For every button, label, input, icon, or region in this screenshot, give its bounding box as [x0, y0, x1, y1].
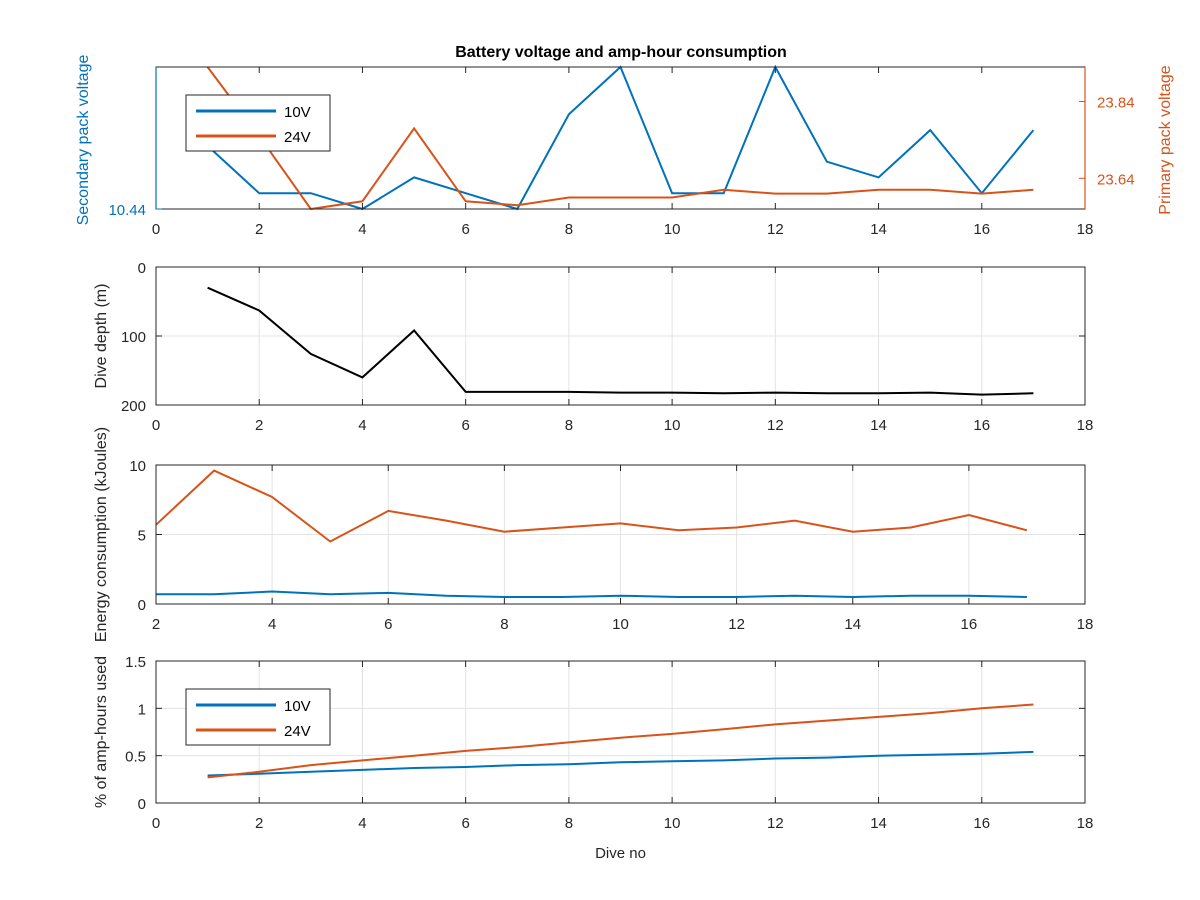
- x-tick-label: 8: [565, 815, 573, 832]
- x-tick-label: 12: [767, 221, 784, 238]
- x-tick-label: 10: [664, 417, 681, 434]
- x-tick-label: 18: [1077, 417, 1094, 434]
- y-tick-label-right: 23.64: [1097, 171, 1135, 188]
- y-tick-label: 5: [138, 528, 146, 545]
- x-tick-label: 2: [152, 616, 160, 633]
- x-tick-label: 4: [358, 221, 366, 238]
- x-tick-label: 18: [1077, 815, 1094, 832]
- x-tick-label: 8: [565, 417, 573, 434]
- series-line-10v: [207, 750, 1034, 777]
- x-tick-label: 14: [870, 417, 887, 434]
- chart-panels: 0 2 4 6 8 10 12 14 16 1810.4423.8423.64Secondary …: [75, 55, 1174, 862]
- legend-box: [185, 94, 331, 152]
- series-line-1: [207, 286, 1034, 396]
- x-tick-label: 8: [500, 616, 508, 633]
- y-axis-label: Dive depth (m): [93, 284, 110, 389]
- y-axis-label: Energy consumption (kJoules): [93, 427, 110, 642]
- x-tick-label: 4: [358, 417, 366, 434]
- series-line-1: [156, 590, 1027, 599]
- x-tick-label: 2: [255, 221, 263, 238]
- chart-panel-1: 0 2 4 6 8 10 12 14 16 18 10.44 23.84 23.64 Secondary …: [75, 55, 1174, 238]
- x-tick-label: 6: [461, 221, 469, 238]
- x-tick-label: 14: [844, 616, 861, 633]
- x-tick-label: 10: [664, 221, 681, 238]
- legend-label: 10V: [284, 104, 311, 121]
- series-group: [207, 286, 1034, 396]
- series-line-24v: [206, 66, 1034, 211]
- y-tick-label: 0: [138, 260, 146, 277]
- y-tick-label: 0: [138, 796, 146, 813]
- y-tick-label-right: 23.84: [1097, 95, 1135, 112]
- x-tick-label: 10: [612, 616, 629, 633]
- x-tick-label: 4: [268, 616, 276, 633]
- x-tick-label: 0: [152, 221, 160, 238]
- x-tick-label: 6: [461, 815, 469, 832]
- y-tick-label: 200: [121, 398, 146, 415]
- y-tick-label: 1.5: [125, 654, 146, 671]
- x-tick-label: 4: [358, 815, 366, 832]
- y-tick-label: 10: [129, 458, 146, 475]
- x-tick-label: 2: [255, 815, 263, 832]
- legend-box: [185, 688, 331, 746]
- chart-panel-2: 0 2 4 6 8 10 12 14 16 18 0 100 200 Dive depth (m): [93, 260, 1093, 434]
- chart-panel-3: 2 4 6 8 10 12 14 16 18 0 5 10 Energy consumption (kJ…: [93, 427, 1093, 642]
- x-tick-label: 14: [870, 221, 887, 238]
- y-tick-label: 1: [138, 701, 146, 718]
- x-tick-label: 6: [384, 616, 392, 633]
- x-tick-label: 16: [973, 221, 990, 238]
- x-tick-label: 2: [255, 417, 263, 434]
- y-tick-label: 100: [121, 329, 146, 346]
- x-tick-label: 10: [664, 815, 681, 832]
- x-tick-label: 0: [152, 815, 160, 832]
- y-tick-label: 0: [138, 597, 146, 614]
- x-tick-label: 18: [1077, 221, 1094, 238]
- y-axis-label-right: Primary pack voltage: [1157, 65, 1174, 214]
- chart-panel-4: 0 2 4 6 8 10 12 14 16 18 0 0.5 1 1.5 % of amp-hours us…: [93, 654, 1093, 862]
- series-line-2: [155, 469, 1028, 543]
- x-tick-label: 6: [461, 417, 469, 434]
- x-tick-label: 12: [728, 616, 745, 633]
- x-tick-label: 16: [973, 417, 990, 434]
- y-tick-label-left: 10.44: [108, 202, 146, 219]
- legend-label: 24V: [284, 129, 311, 146]
- x-tick-label: 12: [767, 417, 784, 434]
- x-tick-label: 8: [565, 221, 573, 238]
- series-line-24v: [207, 703, 1034, 779]
- axes-box: [155, 660, 1086, 804]
- y-axis-label-left: Secondary pack voltage: [75, 55, 92, 226]
- y-axis-label: % of amp-hours used: [93, 656, 110, 808]
- x-tick-label: 14: [870, 815, 887, 832]
- x-axis-label: Dive no: [595, 845, 646, 862]
- x-tick-label: 16: [961, 616, 978, 633]
- legend-label: 24V: [284, 723, 311, 740]
- chart-title: Battery voltage and amp-hour consumption: [455, 44, 787, 61]
- x-tick-label: 12: [767, 815, 784, 832]
- y-tick-label: 0.5: [125, 749, 146, 766]
- legend-label: 10V: [284, 698, 311, 715]
- series-group: [155, 469, 1028, 599]
- x-tick-label: 16: [973, 815, 990, 832]
- series-group: [207, 703, 1034, 779]
- x-tick-label: 18: [1077, 616, 1094, 633]
- x-tick-label: 0: [152, 417, 160, 434]
